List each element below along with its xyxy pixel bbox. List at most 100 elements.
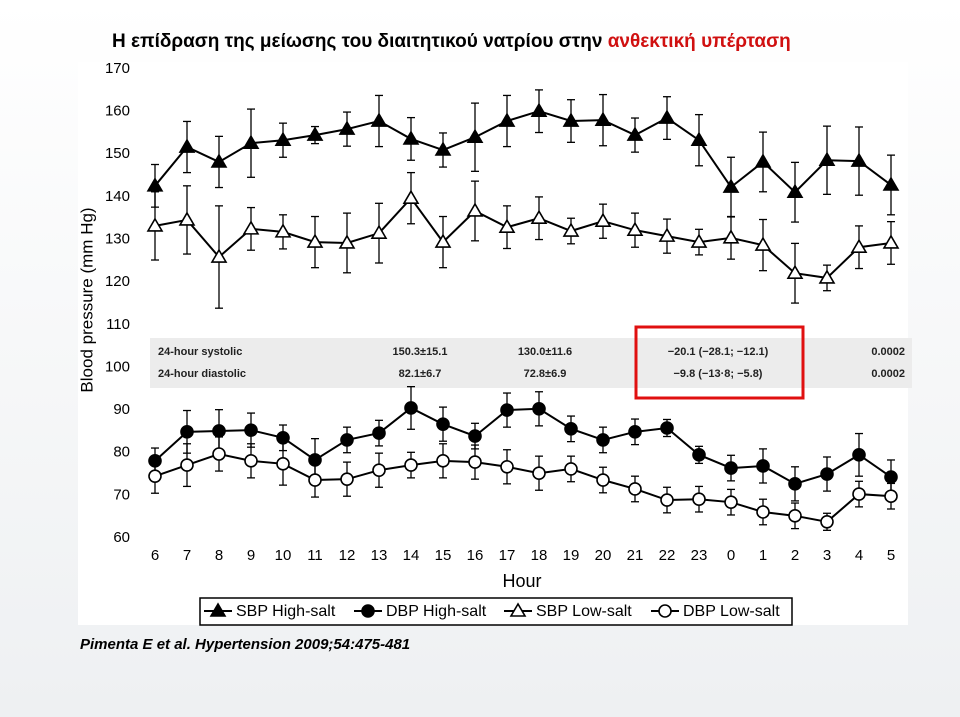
data-point xyxy=(500,459,514,474)
data-point xyxy=(628,482,642,496)
data-point xyxy=(148,469,162,483)
table-cell: −20.1 (−28.1; −12.1) xyxy=(668,346,769,358)
x-tick-label: 2 xyxy=(791,547,799,564)
data-point xyxy=(436,417,450,431)
data-point xyxy=(530,209,548,225)
table-cell: −9.8 (−13·8; −5.8) xyxy=(674,368,763,380)
legend-label: DBP High-salt xyxy=(386,603,487,620)
table-cell: 24-hour diastolic xyxy=(158,368,246,380)
x-tick-label: 3 xyxy=(823,547,831,564)
x-tick-label: 20 xyxy=(595,547,612,564)
table-cell: 24-hour systolic xyxy=(158,346,242,358)
data-point xyxy=(660,421,674,435)
legend-label: SBP High-salt xyxy=(236,603,336,620)
x-tick-label: 13 xyxy=(371,547,388,564)
data-point xyxy=(242,220,260,235)
x-tick-label: 18 xyxy=(531,547,548,564)
table-cell: 72.8±6.9 xyxy=(524,368,567,380)
data-point xyxy=(850,238,868,254)
data-point xyxy=(340,472,354,486)
y-tick-label: 110 xyxy=(106,316,130,333)
x-tick-label: 17 xyxy=(499,547,516,564)
table-cell: 0.0002 xyxy=(871,346,905,358)
data-point xyxy=(596,433,610,447)
data-point xyxy=(788,509,802,523)
data-point xyxy=(306,233,324,248)
y-tick-label: 120 xyxy=(105,273,130,290)
data-point xyxy=(338,234,356,249)
legend-marker xyxy=(658,604,672,618)
data-point xyxy=(340,433,354,447)
data-point xyxy=(722,178,740,193)
x-tick-label: 1 xyxy=(759,547,767,564)
data-point xyxy=(210,248,228,263)
data-point xyxy=(690,233,708,248)
data-point xyxy=(500,403,514,417)
x-tick-label: 11 xyxy=(307,547,323,564)
x-tick-label: 22 xyxy=(659,547,676,564)
data-point xyxy=(146,217,164,232)
data-point xyxy=(372,426,386,440)
data-point xyxy=(884,489,898,504)
y-tick-label: 70 xyxy=(113,486,130,503)
data-point xyxy=(754,153,772,168)
data-point xyxy=(692,448,706,462)
data-point xyxy=(434,141,452,156)
data-point xyxy=(818,151,836,167)
data-point xyxy=(372,463,386,478)
slide-title: Η επίδραση της μείωσης του διαιτητικού ν… xyxy=(112,31,791,52)
y-tick-label: 160 xyxy=(105,103,130,120)
y-tick-label: 150 xyxy=(105,145,130,162)
highlight-box xyxy=(634,325,805,400)
data-point xyxy=(244,454,258,468)
data-point xyxy=(306,126,324,141)
data-point xyxy=(338,120,356,135)
legend-marker xyxy=(361,604,375,618)
data-point xyxy=(722,229,740,244)
legend-label: DBP Low-salt xyxy=(683,603,780,620)
data-point xyxy=(594,212,612,228)
data-point xyxy=(434,233,452,248)
inset-table-bg xyxy=(150,338,912,388)
data-point xyxy=(658,109,676,124)
data-point xyxy=(468,455,482,469)
data-point xyxy=(818,269,836,284)
data-point xyxy=(212,424,226,438)
x-tick-label: 19 xyxy=(563,547,580,564)
x-tick-label: 6 xyxy=(151,547,159,564)
data-point xyxy=(468,429,482,443)
y-tick-label: 130 xyxy=(105,231,130,248)
data-point xyxy=(786,264,804,280)
data-point xyxy=(564,422,578,436)
x-tick-label: 16 xyxy=(467,547,484,564)
y-tick-label: 60 xyxy=(113,529,130,546)
x-tick-label: 8 xyxy=(215,547,223,564)
data-point xyxy=(562,112,580,127)
data-point xyxy=(564,462,578,476)
y-tick-label: 80 xyxy=(113,444,130,461)
data-point xyxy=(850,152,868,167)
data-point xyxy=(562,222,580,237)
data-point xyxy=(788,477,802,491)
data-point xyxy=(274,131,292,147)
data-point xyxy=(820,467,834,481)
data-point xyxy=(146,177,164,192)
x-tick-label: 7 xyxy=(183,547,191,564)
y-tick-label: 140 xyxy=(105,188,130,205)
data-point xyxy=(786,183,804,199)
data-point xyxy=(628,425,642,439)
data-point xyxy=(626,126,644,141)
data-point xyxy=(754,236,772,251)
data-point xyxy=(180,458,194,472)
y-axis-label: Blood pressure (mm Hg) xyxy=(77,207,96,392)
data-point xyxy=(498,112,516,127)
title-highlight: ανθεκτική υπέρταση xyxy=(608,31,791,52)
data-point xyxy=(594,111,612,126)
data-point xyxy=(820,514,834,529)
data-point xyxy=(532,466,546,480)
data-point xyxy=(852,448,866,462)
legend-marker xyxy=(509,602,527,617)
data-point xyxy=(466,128,484,144)
data-point xyxy=(756,505,770,519)
